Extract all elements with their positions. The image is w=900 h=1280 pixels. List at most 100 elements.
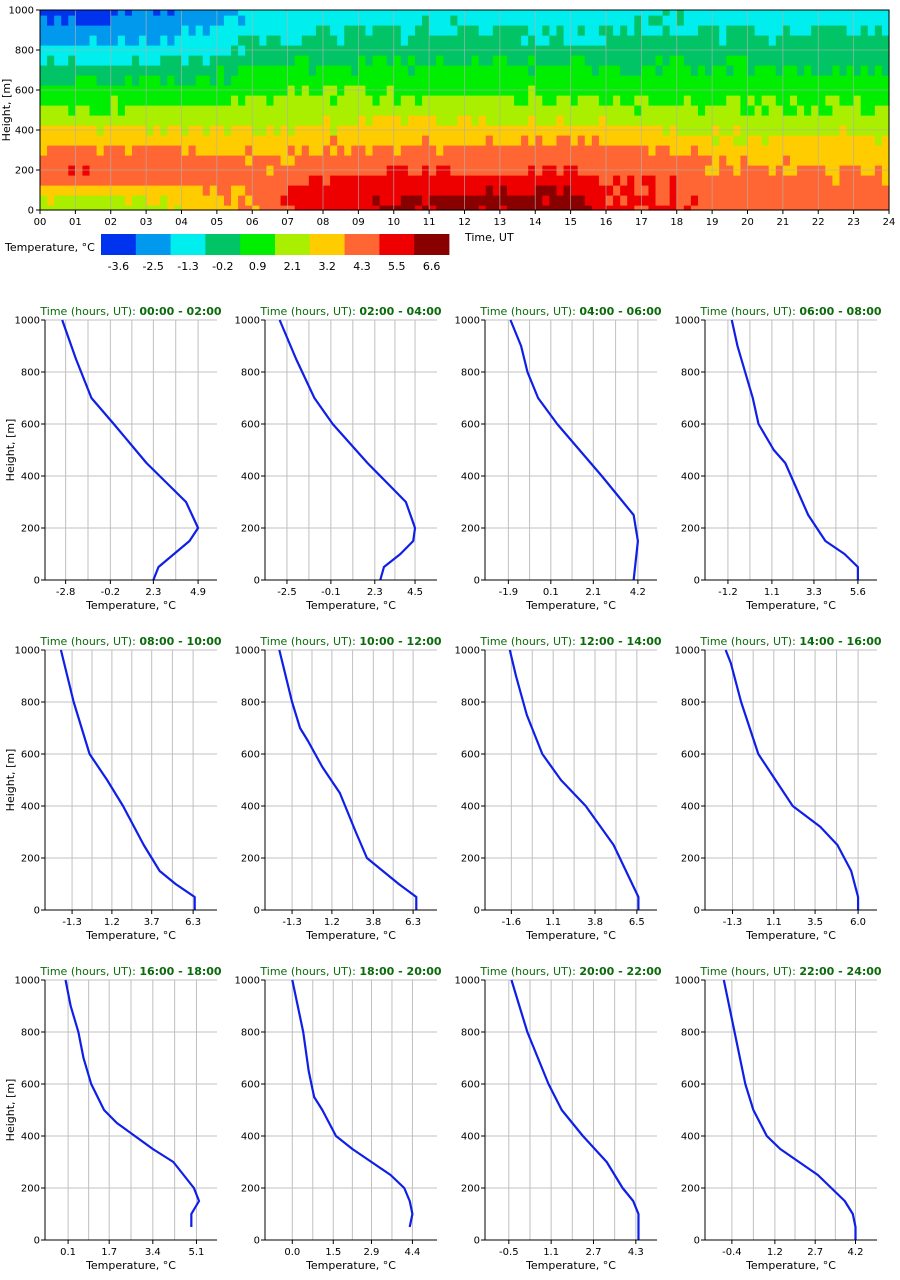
heatmap-cell	[443, 35, 451, 46]
heatmap-cell	[223, 35, 232, 46]
heatmap-cell	[75, 10, 84, 16]
heatmap-cell	[627, 15, 635, 26]
heatmap-cell	[308, 115, 317, 126]
heatmap-cell	[429, 105, 437, 116]
heatmap-cell	[797, 155, 805, 166]
heatmap-cell	[747, 75, 756, 86]
heatmap-cell	[620, 55, 628, 66]
heatmap-cell	[174, 55, 183, 66]
heatmap-cell	[443, 145, 451, 156]
heatmap-cell	[436, 75, 444, 86]
heatmap-cell	[613, 185, 621, 196]
heatmap-cell	[386, 105, 395, 116]
heatmap-cell	[782, 195, 791, 206]
heatmap-cell	[613, 25, 621, 36]
heatmap-cell	[747, 10, 756, 16]
heatmap-cell	[315, 35, 324, 46]
heatmap-cell	[697, 55, 706, 66]
heatmap-cell	[804, 175, 812, 186]
heatmap-cell	[400, 25, 409, 36]
heatmap-cell	[110, 10, 119, 16]
heatmap-cell	[344, 135, 352, 146]
heatmap-cell	[61, 95, 69, 106]
heatmap-cell	[719, 145, 727, 156]
heatmap-cell	[393, 205, 402, 211]
heatmap-cell	[514, 175, 522, 186]
heatmap-cell	[202, 175, 211, 186]
heatmap-cell	[818, 35, 826, 46]
heatmap-cell	[266, 205, 275, 211]
heatmap-cell	[61, 10, 69, 16]
heatmap-cell	[308, 55, 317, 66]
heatmap-cell	[867, 35, 876, 46]
heatmap-cell	[570, 65, 579, 76]
heatmap-cell	[754, 195, 763, 206]
heatmap-cell	[131, 145, 140, 156]
heatmap-cell	[627, 65, 635, 76]
heatmap-cell	[110, 175, 119, 186]
heatmap-x-tick-label: 23	[847, 217, 860, 228]
heatmap-cell	[705, 145, 713, 156]
heatmap-cell	[337, 35, 345, 46]
heatmap-cell	[153, 115, 161, 126]
heatmap-cell	[754, 55, 763, 66]
profile-series-line	[509, 319, 639, 581]
heatmap-cell	[577, 185, 586, 196]
heatmap-cell	[124, 155, 133, 166]
heatmap-cell	[280, 155, 289, 166]
heatmap-cell	[719, 175, 727, 186]
heatmap-cell	[407, 155, 416, 166]
profile-y-tick-label: 800	[21, 1028, 40, 1039]
heatmap-cell	[273, 10, 282, 16]
heatmap-cell	[365, 65, 374, 76]
heatmap-cell	[818, 55, 826, 66]
heatmap-cell	[768, 195, 777, 206]
heatmap-cell	[443, 10, 451, 16]
heatmap-cell	[570, 205, 579, 211]
heatmap-cell	[754, 155, 763, 166]
heatmap-cell	[379, 15, 388, 26]
heatmap-cell	[705, 35, 713, 46]
heatmap-cell	[563, 155, 572, 166]
heatmap-cell	[740, 65, 749, 76]
heatmap-cell	[705, 185, 713, 196]
heatmap-cell	[655, 10, 664, 16]
heatmap-cell	[407, 185, 416, 196]
heatmap-cell	[124, 145, 133, 156]
heatmap-cell	[697, 155, 706, 166]
profile-y-tick-label: 600	[461, 1080, 480, 1091]
heatmap-cell	[280, 35, 289, 46]
heatmap-cell	[457, 205, 466, 211]
heatmap-cell	[139, 35, 147, 46]
heatmap-cell	[874, 75, 883, 86]
heatmap-cell	[606, 115, 614, 126]
heatmap-cell	[181, 65, 190, 76]
heatmap-cell	[153, 105, 161, 116]
heatmap-cell	[372, 105, 381, 116]
heatmap-cell	[280, 185, 289, 196]
heatmap-cell	[669, 205, 678, 211]
heatmap-cell	[223, 25, 232, 36]
heatmap-cell	[146, 55, 154, 66]
heatmap-cell	[683, 135, 692, 146]
heatmap-cell	[662, 65, 671, 76]
heatmap-cell	[627, 75, 635, 86]
heatmap-cell	[606, 195, 614, 206]
heatmap-cell	[450, 75, 459, 86]
heatmap-cell	[75, 55, 84, 66]
heatmap-cell	[464, 155, 473, 166]
heatmap-cell	[818, 75, 826, 86]
heatmap-cell	[648, 105, 657, 116]
heatmap-cell	[245, 75, 253, 86]
profile-x-tick-label: 4.9	[190, 587, 206, 598]
heatmap-cell	[563, 135, 572, 146]
heatmap-cell	[82, 75, 91, 86]
heatmap-cell	[82, 145, 91, 156]
heatmap-cell	[669, 55, 678, 66]
heatmap-cell	[860, 75, 869, 86]
heatmap-cell	[768, 135, 777, 146]
heatmap-cell	[464, 205, 473, 211]
profile-title: Time (hours, UT): 04:00 - 06:00	[479, 305, 662, 318]
heatmap-cell	[54, 95, 62, 106]
heatmap-cell	[683, 205, 692, 211]
